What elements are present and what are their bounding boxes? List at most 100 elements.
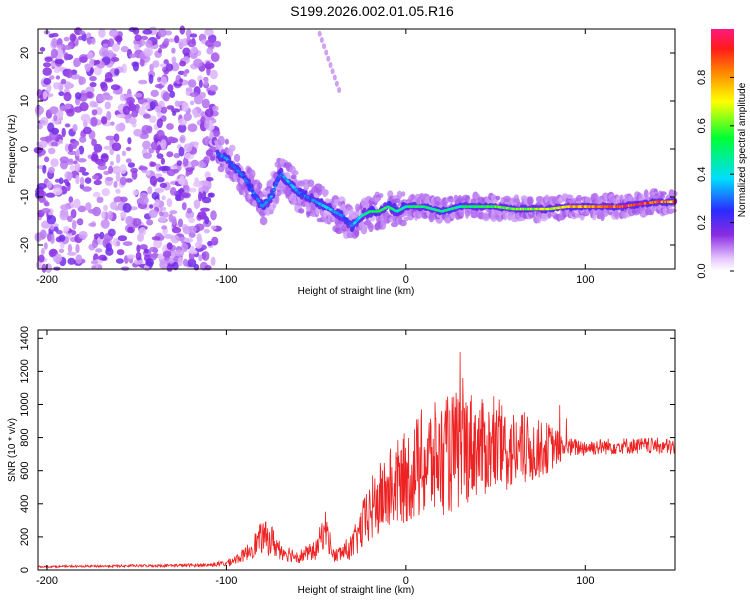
spectrogram-noise-cell xyxy=(193,199,201,209)
spectrogram-noise-cell xyxy=(171,216,177,226)
spectrogram-noise-cell xyxy=(161,195,166,201)
spectrogram-noise-cell xyxy=(86,37,92,45)
spectrogram-noise-cell xyxy=(160,157,165,165)
spectrogram-noise-cell xyxy=(126,97,135,105)
spectrogram-ridge-core xyxy=(274,181,279,185)
spectrogram-halo-cell xyxy=(433,196,441,204)
spectrogram-noise-cell xyxy=(177,218,184,228)
spectrogram-noise-cell xyxy=(324,49,329,56)
spectrogram-halo-cell xyxy=(368,222,374,233)
spectrogram-halo-cell xyxy=(659,194,665,199)
spectrogram-noise-cell xyxy=(47,147,56,155)
spectrogram-noise-cell xyxy=(45,192,56,198)
snr-y-tick-label: 1000 xyxy=(19,392,31,416)
spectrogram-noise-cell xyxy=(73,59,80,68)
spectrogram-noise-cell xyxy=(104,101,112,110)
spectrogram-noise-cell xyxy=(146,219,154,226)
snr-y-axis-title: SNR (10 * v/v) xyxy=(7,418,18,482)
spectrogram-noise-cell xyxy=(334,80,339,87)
spectrogram-noise-cell xyxy=(95,107,103,115)
spectrogram-noise-cell xyxy=(317,30,322,37)
spectrogram-noise-cell xyxy=(106,50,114,58)
spectrogram-noise-cell xyxy=(42,90,48,100)
spectrogram-noise-cell xyxy=(166,105,175,110)
spectrogram-noise-cell xyxy=(43,62,51,68)
spectrogram-noise-cell xyxy=(132,61,139,72)
spectrogram-noise-cell xyxy=(43,242,48,250)
spectrogram-noise-cell xyxy=(61,208,69,218)
spectrogram-y-axis: 20 10 0 -10 -20 xyxy=(19,47,675,253)
spectrogram-halo-cell xyxy=(378,193,384,199)
spectrogram-noise-cell xyxy=(49,225,55,230)
spectrogram-noise-cell xyxy=(157,28,167,38)
spectrogram-noise-cell xyxy=(77,158,87,163)
spectrogram-noise-cell xyxy=(121,150,127,157)
spectrogram-y-axis-title: Frequency (Hz) xyxy=(7,115,18,184)
spectrogram-noise-cell xyxy=(64,143,70,152)
spectrogram-noise-cell xyxy=(132,218,142,227)
spectrogram-noise-cell xyxy=(110,84,121,91)
spectrogram-halo-cell xyxy=(396,190,403,200)
spectrogram-noise-cell xyxy=(138,106,146,116)
spectrogram-noise-cell xyxy=(144,48,152,58)
spectrogram-noise-cell xyxy=(110,121,115,126)
spectrogram-noise-cell xyxy=(168,38,175,43)
spectrogram-noise-cell xyxy=(133,128,143,137)
spectrogram-halo-cell xyxy=(334,198,339,207)
spectrogram-noise-cell xyxy=(77,35,83,41)
colorbar-tick-label: 0.6 xyxy=(696,118,708,133)
spectrogram-noise-cell xyxy=(42,164,47,174)
spectrogram-noise-cell xyxy=(194,223,205,231)
spectrogram-noise-cell xyxy=(56,44,64,50)
spectrogram-noise-cell xyxy=(70,145,78,149)
spectrogram-noise-cell xyxy=(34,105,45,115)
spectrogram-noise-cell xyxy=(74,162,81,172)
spectrogram-halo-cell xyxy=(303,184,310,190)
spectrogram-noise-cell xyxy=(59,156,69,164)
spectrogram-noise-cell xyxy=(178,123,187,133)
spectrogram-y-tick-label: -20 xyxy=(19,237,31,253)
spectrogram-halo-cell xyxy=(331,215,336,222)
spectrogram-noise-cell xyxy=(76,219,84,225)
spectrogram-noise-cell xyxy=(39,47,46,52)
spectrogram-noise-cell xyxy=(46,180,53,189)
spectrogram-noise-cell xyxy=(189,100,195,106)
spectrogram-noise-cell xyxy=(179,134,186,144)
spectrogram-noise-cell xyxy=(95,59,101,65)
spectrogram-noise-cell xyxy=(172,261,179,271)
spectrogram-halo-cell xyxy=(575,194,583,203)
spectrogram-y-tick-label: -10 xyxy=(19,189,31,205)
spectrogram-noise-cell xyxy=(58,177,64,185)
spectrogram-noise-cell xyxy=(59,105,66,111)
spectrogram-noise-cell xyxy=(166,151,174,158)
spectrogram-noise-cell xyxy=(75,148,81,157)
spectrogram-noise-cell xyxy=(100,219,110,229)
spectrogram-noise-cell xyxy=(78,76,86,85)
spectrogram-noise-cell xyxy=(82,186,92,192)
spectrogram-halo-cell xyxy=(334,226,343,235)
spectrogram-noise-cell xyxy=(145,170,151,176)
spectrogram-noise-cell xyxy=(107,228,116,237)
spectrogram-noise-cell xyxy=(67,257,76,265)
spectrogram-noise-cell xyxy=(81,171,89,176)
spectrogram-noise-cell xyxy=(125,215,134,226)
spectrogram-noise-cell xyxy=(178,146,185,157)
spectrogram-halo-cell xyxy=(224,138,229,145)
spectrogram-noise-cell xyxy=(139,196,149,205)
spectrogram-noise-cell xyxy=(79,56,88,63)
spectrogram-noise-cell xyxy=(165,63,174,72)
spectrogram-noise-cell xyxy=(188,231,196,238)
spectrogram-halo-cell xyxy=(346,206,354,211)
spectrogram-noise-cell xyxy=(87,51,94,60)
spectrogram-ridge-core xyxy=(258,201,262,205)
spectrogram-noise-cell xyxy=(46,214,57,225)
spectrogram-noise-cell xyxy=(91,109,98,116)
spectrogram-noise-cell xyxy=(188,217,196,224)
spectrogram-ridge-core xyxy=(254,195,258,199)
spectrogram-noise-cell xyxy=(66,215,73,222)
spectrogram-noise-cell xyxy=(205,135,210,146)
spectrogram-noise-cell xyxy=(71,220,77,230)
spectrogram-noise-cell xyxy=(212,129,220,137)
spectrogram-halo-cell xyxy=(502,212,508,221)
